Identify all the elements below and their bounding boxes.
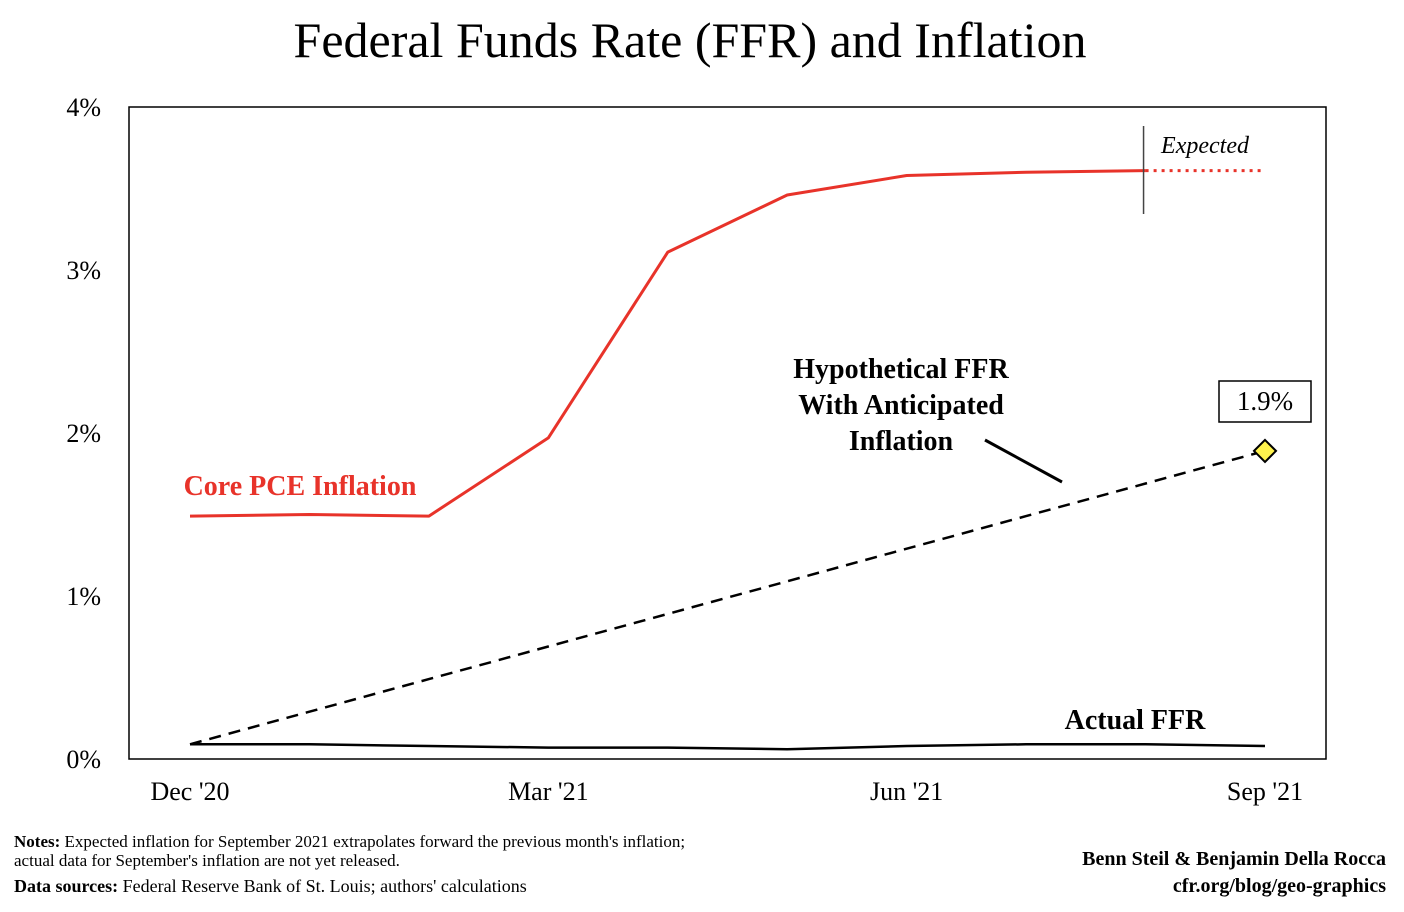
credit-site: cfr.org/blog/geo-graphics (1172, 875, 1386, 897)
annotation-layer: Expected Core PCE Inflation Actual FFR Hypo… (184, 126, 1312, 736)
label-hypothetical-ffr-line: With Anticipated (798, 390, 1004, 421)
sources-label: Data sources: (14, 876, 119, 896)
expected-label: Expected (1160, 133, 1250, 159)
label-hypothetical-ffr-line: Hypothetical FFR (793, 354, 1009, 385)
x-tick-label: Sep '21 (1227, 777, 1303, 806)
y-tick-label: 3% (66, 256, 101, 285)
x-tick-label: Mar '21 (508, 777, 589, 806)
y-tick-label: 2% (66, 419, 101, 448)
notes-line-2: actual data for September's inflation ar… (14, 851, 400, 870)
data-sources: Data sources: Federal Reserve Bank of St… (14, 877, 834, 896)
credit-authors: Benn Steil & Benjamin Della Rocca (1082, 848, 1386, 870)
endpoint-value-label: 1.9% (1237, 386, 1293, 416)
series-layer (189, 169, 1266, 751)
x-axis: Dec '20 Mar '21 Jun '21 Sep '21 (150, 777, 1303, 806)
sources-text: Federal Reserve Bank of St. Louis; autho… (118, 876, 527, 896)
chart-title: Federal Funds Rate (FFR) and Inflation (294, 12, 1087, 68)
endpoint-value-box (1218, 380, 1312, 423)
x-tick-label: Jun '21 (870, 777, 943, 806)
y-axis: 0% 1% 2% 3% 4% (66, 93, 101, 774)
label-hypothetical-ffr-line: Inflation (849, 426, 954, 457)
series-line-hypothetical-ffr-with-anticipated-inflation (189, 449, 1266, 746)
endpoint-diamond-marker (1252, 438, 1278, 464)
y-tick-label: 0% (66, 745, 101, 774)
plot-frame (128, 106, 1327, 760)
notes: Notes: Expected inflation for September … (14, 832, 834, 870)
y-tick-label: 1% (66, 582, 101, 611)
notes-label: Notes: (14, 832, 61, 851)
hypothetical-leader-line (984, 438, 1063, 484)
series-line-actual-ffr (190, 743, 1266, 751)
x-tick-label: Dec '20 (150, 777, 229, 806)
label-actual-ffr: Actual FFR (1065, 705, 1207, 736)
credit: Benn Steil & Benjamin Della Rocca cfr.or… (1082, 846, 1386, 900)
label-core-pce-inflation: Core PCE Inflation (184, 471, 417, 502)
notes-line-1: Expected inflation for September 2021 ex… (60, 832, 686, 851)
series-line-core-pce-inflation (189, 169, 1146, 518)
y-tick-label: 4% (66, 93, 101, 122)
